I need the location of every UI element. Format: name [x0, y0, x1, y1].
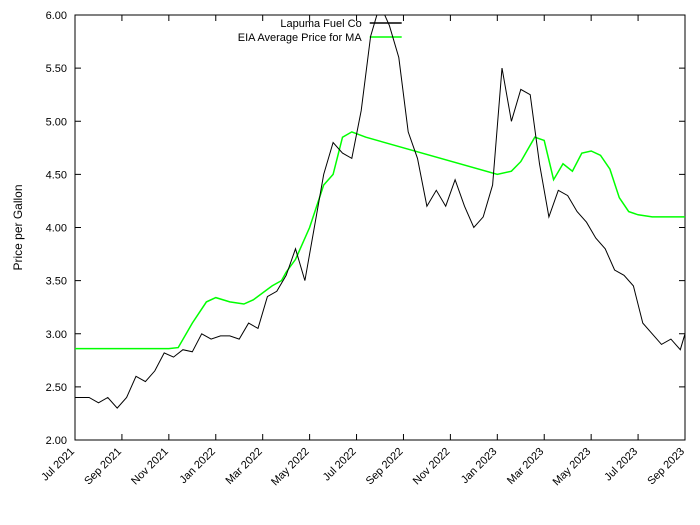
- series-line: [75, 4, 699, 408]
- x-axis: Jul 2021Sep 2021Nov 2021Jan 2022Mar 2022…: [39, 15, 687, 488]
- x-tick-label: Mar 2022: [223, 446, 264, 487]
- x-tick-label: May 2022: [269, 446, 312, 489]
- legend-label: EIA Average Price for MA: [238, 32, 363, 44]
- legend: Lapuma Fuel Co EIA Average Price for MA: [238, 18, 402, 44]
- y-tick-label: 4.50: [46, 169, 67, 181]
- x-tick-label: Sep 2022: [364, 446, 406, 488]
- x-tick-label: Jul 2023: [602, 446, 640, 484]
- y-tick-label: 3.00: [46, 329, 67, 341]
- y-tick-label: 5.50: [46, 63, 67, 75]
- legend-label: Lapuma Fuel Co: [280, 18, 361, 30]
- chart-series: [75, 4, 699, 408]
- x-tick-label: Jan 2022: [177, 446, 217, 486]
- x-tick-label: Sep 2023: [645, 446, 687, 488]
- chart-svg: 2.00 2.50 3.00 3.50 4.00 4.50 5.00 5.50 6.00 Jul…: [0, 0, 700, 525]
- series-line: [75, 132, 685, 349]
- y-tick-label: 2.50: [46, 382, 67, 394]
- y-tick-label: 5.00: [46, 116, 67, 128]
- x-tick-label: Jan 2023: [459, 446, 499, 486]
- x-tick-label: May 2023: [551, 446, 594, 489]
- price-chart: 2.00 2.50 3.00 3.50 4.00 4.50 5.00 5.50 6.00 Jul…: [0, 0, 700, 525]
- plot-border: [75, 15, 685, 440]
- x-tick-label: Nov 2022: [411, 446, 453, 488]
- x-tick-label: Mar 2023: [505, 446, 546, 487]
- x-tick-label: Jul 2021: [39, 446, 77, 484]
- x-tick-label: Nov 2021: [129, 446, 171, 488]
- y-axis-title: Price per Gallon: [11, 184, 25, 270]
- y-tick-label: 2.00: [46, 435, 67, 447]
- x-tick-label: Sep 2021: [82, 446, 124, 488]
- y-tick-label: 6.00: [46, 10, 67, 22]
- y-tick-label: 4.00: [46, 223, 67, 235]
- x-tick-label: Jul 2022: [321, 446, 359, 484]
- y-tick-label: 3.50: [46, 276, 67, 288]
